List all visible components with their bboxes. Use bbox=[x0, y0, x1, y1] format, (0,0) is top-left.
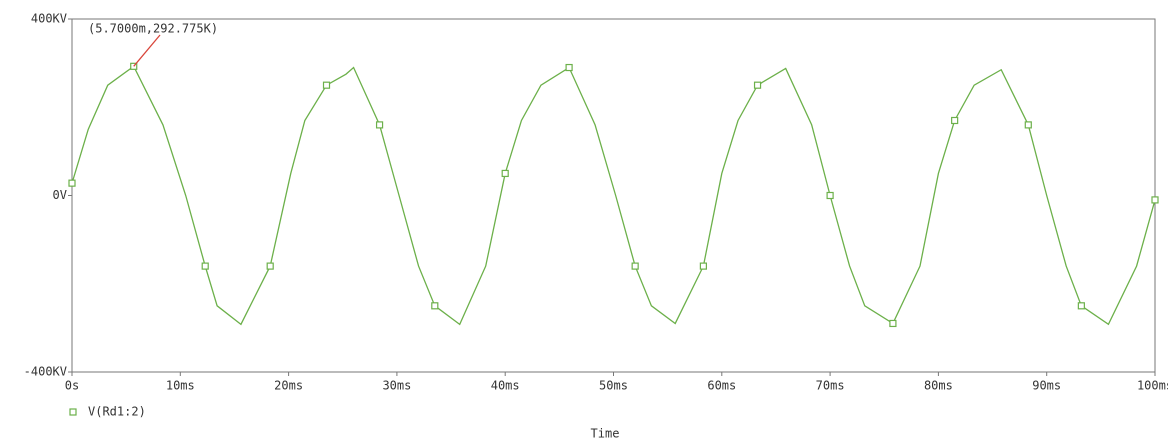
series-marker bbox=[201, 262, 209, 270]
series-marker bbox=[565, 63, 573, 72]
series-marker bbox=[889, 319, 897, 328]
series-marker bbox=[431, 302, 439, 310]
x-tick-label: 70ms bbox=[816, 379, 845, 393]
x-tick-label: 40ms bbox=[491, 379, 520, 393]
y-tick-label: 0V bbox=[53, 188, 67, 202]
series-marker bbox=[1024, 121, 1032, 129]
legend-label: V(Rd1:2) bbox=[88, 405, 146, 419]
series-marker bbox=[375, 121, 384, 129]
x-tick-label: 10ms bbox=[166, 379, 195, 393]
x-tick-label: 80ms bbox=[924, 379, 953, 393]
series-marker bbox=[501, 169, 509, 178]
x-tick-label: 90ms bbox=[1032, 379, 1061, 393]
x-tick-label: 100ms bbox=[1137, 379, 1168, 393]
x-axis-label: Time bbox=[591, 427, 620, 441]
annotation-leader bbox=[133, 34, 161, 67]
y-tick-label: -400KV bbox=[24, 365, 67, 379]
series-marker bbox=[631, 262, 639, 270]
series-marker bbox=[1151, 196, 1159, 204]
x-tick-label: 20ms bbox=[274, 379, 303, 393]
series-marker bbox=[699, 262, 707, 270]
series-marker bbox=[826, 191, 834, 200]
series-line bbox=[71, 65, 1156, 326]
series-marker bbox=[951, 116, 959, 125]
y-tick-label: 400KV bbox=[31, 12, 67, 26]
legend-marker bbox=[69, 408, 77, 416]
series-marker bbox=[68, 179, 76, 187]
x-tick-label: 50ms bbox=[599, 379, 628, 393]
series-marker bbox=[266, 262, 274, 270]
annotation-label: (5.7000m,292.775K) bbox=[88, 22, 218, 36]
series-marker bbox=[753, 81, 762, 89]
series-marker bbox=[322, 81, 331, 89]
x-tick-label: 60ms bbox=[707, 379, 736, 393]
x-tick-label: 30ms bbox=[382, 379, 411, 393]
x-tick-label: 0s bbox=[65, 379, 79, 393]
series-marker bbox=[1077, 302, 1085, 310]
